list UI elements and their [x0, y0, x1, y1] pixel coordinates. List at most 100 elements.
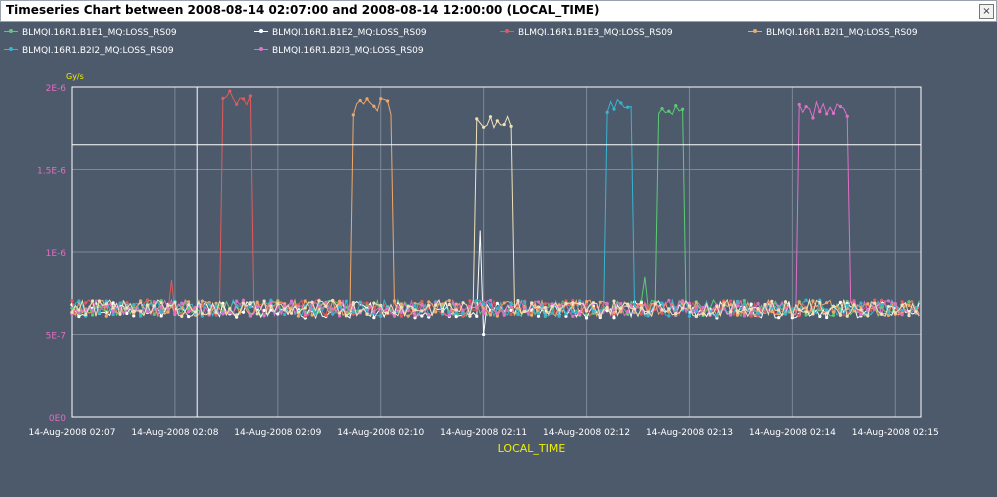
data-point — [708, 312, 712, 316]
data-point — [125, 306, 129, 310]
data-point — [488, 313, 493, 317]
data-point — [509, 124, 513, 128]
data-point — [392, 311, 397, 315]
legend-swatch — [254, 29, 268, 33]
data-point — [125, 311, 129, 316]
data-point — [742, 314, 746, 318]
data-point — [152, 300, 156, 304]
data-point — [385, 311, 390, 315]
data-point — [241, 310, 246, 314]
data-point — [289, 311, 294, 315]
x-tick-label: 14-Aug-2008 02:07 — [28, 428, 115, 438]
data-point — [680, 306, 685, 310]
data-point — [406, 304, 410, 308]
data-point — [440, 309, 445, 313]
data-point — [694, 314, 698, 318]
data-point — [543, 313, 547, 317]
data-point — [482, 332, 486, 337]
data-point — [372, 301, 376, 305]
legend-label: BLMQI.16R1.B2I1_MQ:LOSS_RS09 — [766, 28, 918, 38]
legend-item[interactable]: BLMQI.16R1.B2I1_MQ:LOSS_RS09 — [748, 28, 918, 38]
data-point — [475, 298, 479, 303]
data-point — [852, 309, 856, 313]
data-point — [804, 310, 808, 314]
data-point — [427, 303, 431, 307]
data-point — [859, 312, 863, 317]
data-point — [454, 302, 458, 306]
data-point — [763, 302, 767, 307]
data-point — [571, 310, 575, 314]
data-point — [763, 309, 767, 314]
data-point — [255, 312, 259, 316]
data-point — [756, 311, 760, 315]
data-point — [667, 307, 671, 311]
data-point — [749, 311, 753, 315]
data-point — [639, 303, 644, 308]
data-point — [413, 308, 417, 312]
legend-item[interactable]: BLMQI.16R1.B1E3_MQ:LOSS_RS09 — [500, 28, 673, 38]
data-point — [228, 307, 232, 311]
data-point — [680, 107, 685, 111]
data-point — [509, 308, 513, 312]
data-point — [564, 314, 568, 318]
data-point — [392, 299, 397, 303]
data-point — [90, 313, 95, 317]
data-point — [509, 312, 513, 317]
y-tick-label: 2E-6 — [46, 84, 67, 94]
data-point — [777, 308, 781, 312]
data-point — [145, 310, 150, 314]
plot-area — [71, 86, 922, 418]
data-point — [838, 313, 842, 317]
data-point — [187, 303, 191, 307]
data-point — [200, 314, 204, 318]
data-point — [420, 302, 424, 306]
data-point — [406, 314, 410, 318]
data-point — [626, 309, 630, 313]
data-point — [77, 299, 81, 303]
data-point — [269, 304, 273, 308]
data-point — [584, 316, 589, 320]
data-point — [132, 302, 136, 307]
data-point — [914, 309, 918, 314]
data-point — [358, 98, 362, 103]
data-point — [344, 305, 349, 309]
data-point — [845, 314, 849, 318]
data-point — [536, 300, 541, 304]
data-point — [427, 300, 431, 304]
data-point — [180, 314, 184, 318]
data-point — [317, 299, 321, 303]
data-point — [886, 304, 891, 309]
data-point — [660, 311, 664, 315]
data-point — [873, 307, 877, 311]
data-point — [111, 309, 115, 313]
data-point — [646, 310, 650, 314]
legend-item[interactable]: BLMQI.16R1.B1E2_MQ:LOSS_RS09 — [254, 28, 427, 38]
legend-item[interactable]: BLMQI.16R1.B2I2_MQ:LOSS_RS09 — [4, 46, 174, 56]
data-point — [818, 298, 822, 302]
legend-label: BLMQI.16R1.B1E2_MQ:LOSS_RS09 — [272, 28, 427, 38]
data-point — [660, 308, 664, 312]
data-point — [70, 299, 74, 303]
y-tick-label: 1.5E-6 — [37, 167, 66, 177]
data-point — [605, 110, 609, 114]
data-point — [873, 301, 877, 305]
data-point — [70, 306, 74, 310]
data-point — [852, 303, 856, 307]
data-point — [694, 309, 698, 313]
data-point — [276, 312, 280, 316]
data-point — [866, 314, 870, 318]
data-point — [859, 308, 863, 312]
data-point — [303, 299, 307, 303]
data-point — [331, 312, 335, 316]
close-button[interactable]: × — [979, 4, 994, 19]
data-point — [729, 303, 733, 307]
legend-item[interactable]: BLMQI.16R1.B1E1_MQ:LOSS_RS09 — [4, 28, 177, 38]
data-point — [235, 102, 239, 106]
data-point — [797, 102, 801, 107]
legend-item[interactable]: BLMQI.16R1.B2I3_MQ:LOSS_RS09 — [254, 46, 424, 56]
data-point — [111, 306, 115, 310]
data-point — [838, 300, 842, 304]
data-point — [337, 305, 342, 309]
data-point — [626, 312, 630, 316]
